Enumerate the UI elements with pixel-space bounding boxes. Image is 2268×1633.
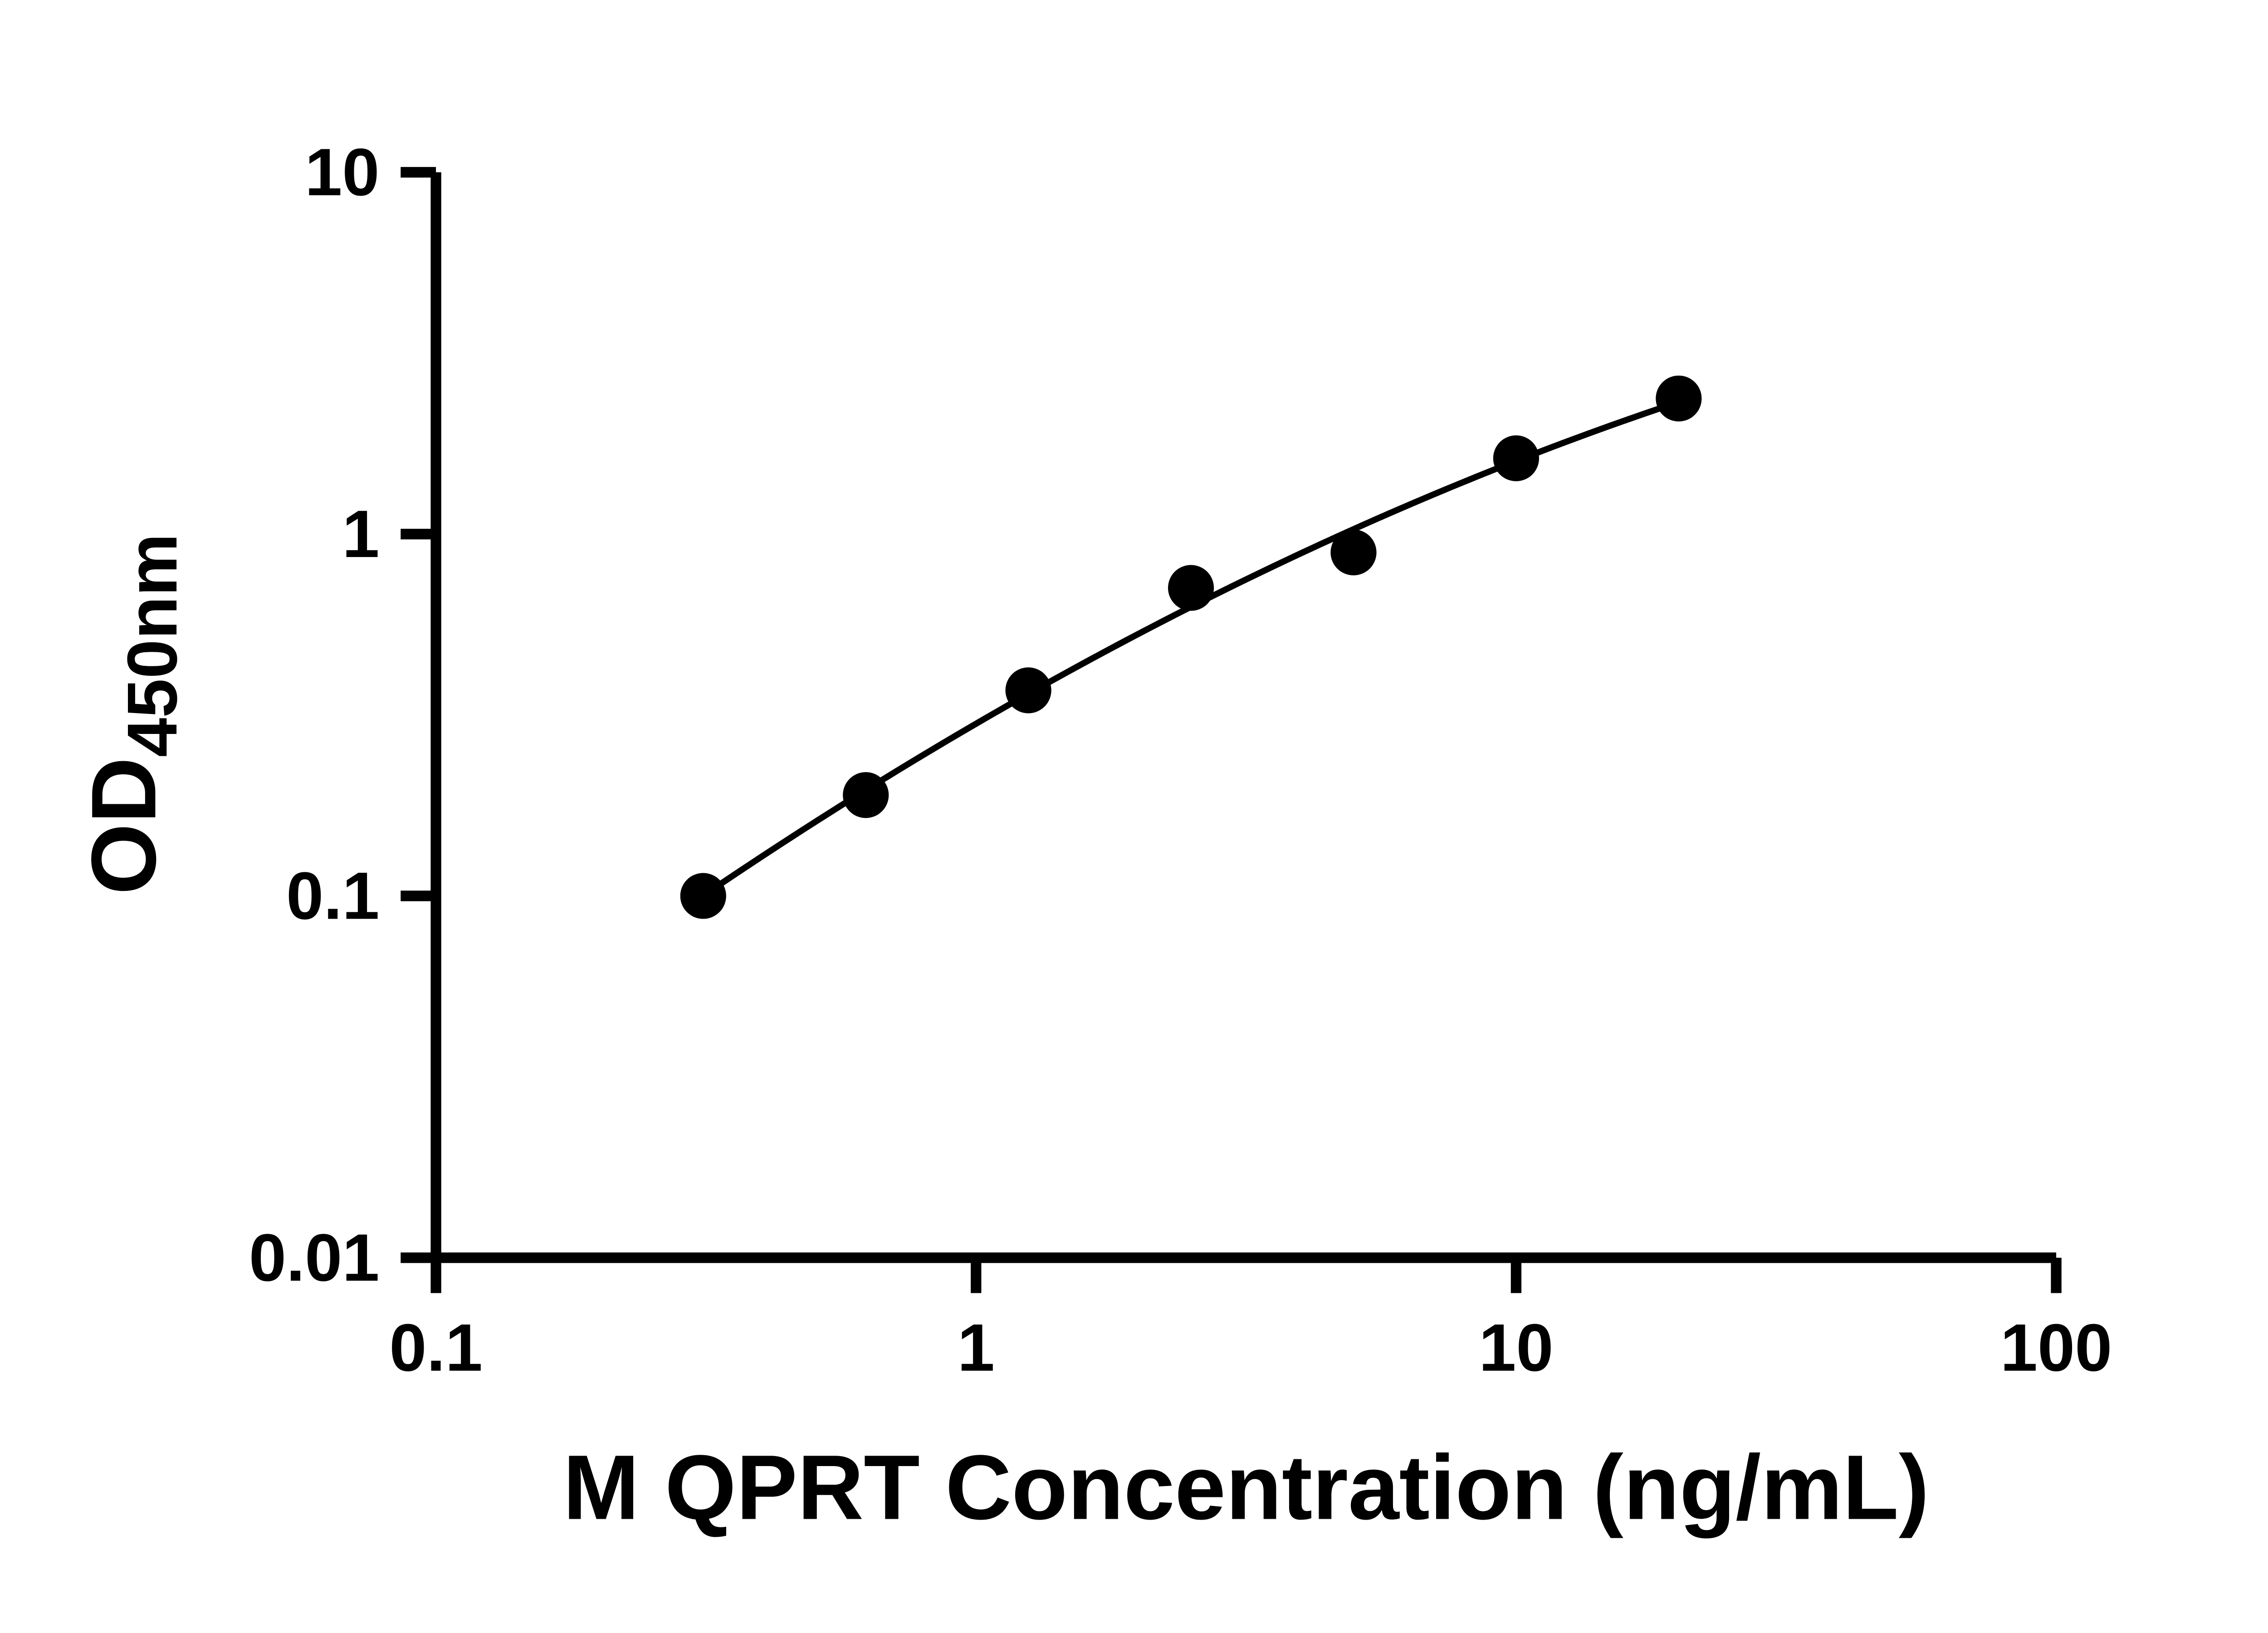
x-tick-label: 1 bbox=[958, 1310, 995, 1385]
y-tick-label: 1 bbox=[342, 497, 379, 572]
data-point bbox=[680, 873, 726, 919]
x-tick-label: 100 bbox=[2000, 1310, 2112, 1385]
x-tick-label: 0.1 bbox=[389, 1310, 483, 1385]
data-point bbox=[843, 772, 889, 818]
x-axis-title: M QPRT Concentration (ng/mL) bbox=[563, 1436, 1929, 1539]
y-tick-label: 10 bbox=[305, 135, 379, 210]
axes bbox=[430, 172, 2057, 1263]
data-point bbox=[1656, 375, 1702, 422]
x-tick-label: 10 bbox=[1479, 1310, 1553, 1385]
fit-curve bbox=[700, 399, 1682, 899]
data-point bbox=[1330, 529, 1377, 576]
data-point bbox=[1168, 565, 1214, 611]
y-tick-label: 0.01 bbox=[249, 1220, 380, 1295]
data-point bbox=[1005, 667, 1051, 714]
y-axis-title-text: OD450nm bbox=[72, 533, 191, 895]
data-point bbox=[1493, 435, 1539, 481]
y-tick-label: 0.1 bbox=[286, 859, 380, 934]
y-axis-title: OD450nm bbox=[72, 533, 191, 895]
